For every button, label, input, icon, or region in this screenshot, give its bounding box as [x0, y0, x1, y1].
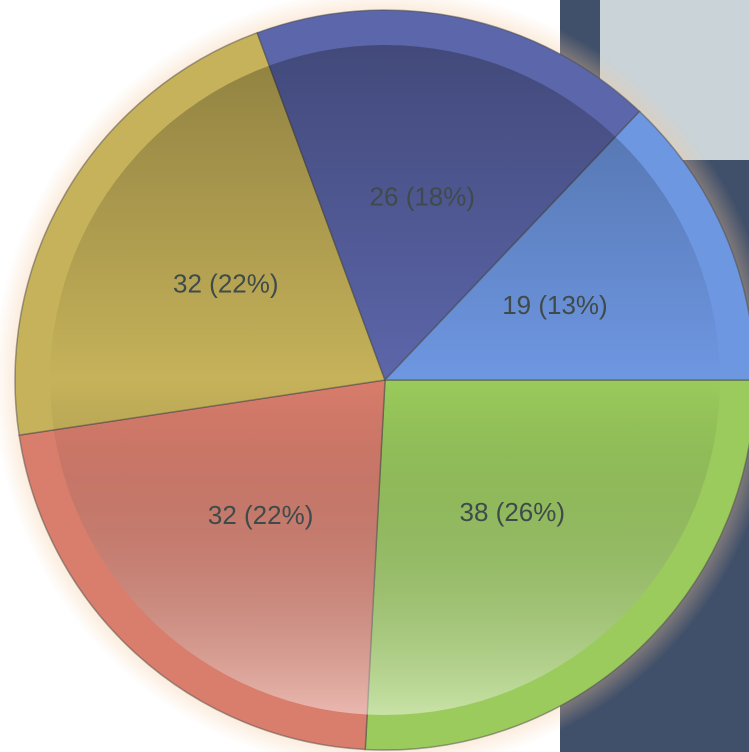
page: {"chart_data": {"type": "pie", "values":… — [0, 0, 749, 752]
slice-label: 38 (26%) — [460, 497, 566, 527]
slice-label: 32 (22%) — [208, 500, 314, 530]
chart: 38 (26%) 32 (22%) 32 (22%) 26 (18%) 19 (13%) — [0, 0, 749, 752]
slice-label: 26 (18%) — [370, 182, 476, 212]
slice-label: 32 (22%) — [173, 269, 279, 299]
slice-label: 19 (13%) — [502, 290, 608, 320]
pie-shading — [50, 45, 720, 715]
